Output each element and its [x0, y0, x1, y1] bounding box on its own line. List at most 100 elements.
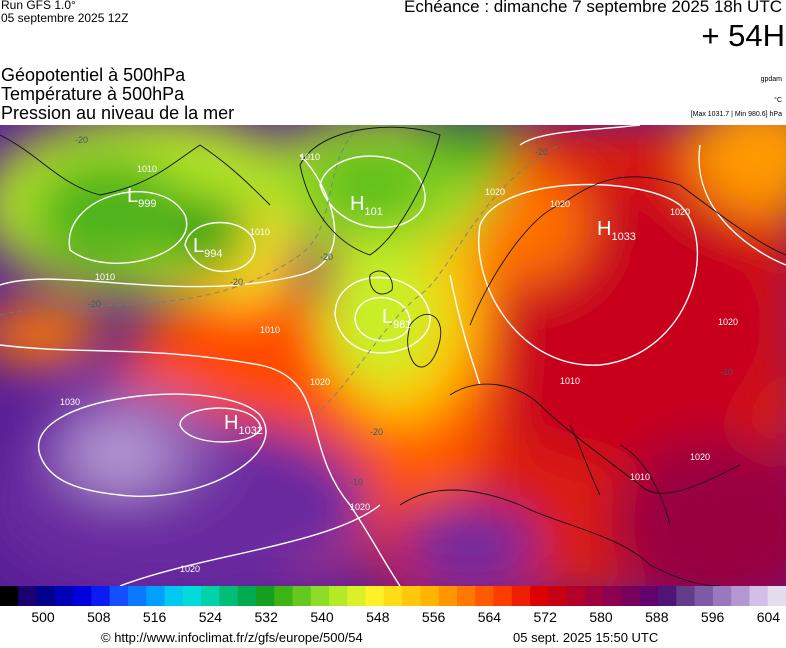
scale-tick-label: 508 [87, 609, 111, 625]
scale-tick-label: 588 [645, 609, 669, 625]
scale-swatch [292, 586, 312, 606]
isobar-line [449, 274, 481, 386]
isobar-line [0, 344, 401, 586]
geopotential-field [0, 125, 786, 586]
isobar-label: 1010 [260, 325, 280, 335]
scale-swatch [91, 586, 111, 606]
isotherm-label: -10 [350, 477, 363, 487]
scale-swatch [767, 586, 786, 606]
isobar-ring [37, 393, 267, 497]
scale-swatch [621, 586, 641, 606]
pressure-center-low: L981 [382, 306, 411, 331]
scale-swatch [603, 586, 622, 606]
scale-swatch [438, 586, 458, 606]
isobar-label: 1010 [250, 227, 270, 237]
isobar-ring [319, 155, 426, 229]
legend-temperature: Température à 500hPa [1, 84, 185, 104]
isotherm-label: -20 [320, 252, 333, 262]
scale-swatch [127, 586, 147, 606]
scale-tick-label: 532 [254, 609, 278, 625]
isobar-ring [68, 191, 188, 264]
pressure-center-high: H1032 [224, 412, 263, 437]
isotherm-label: -10 [720, 367, 733, 377]
footer-url[interactable]: © http://www.infoclimat.fr/z/gfs/europe/… [101, 630, 363, 645]
isobar-label: 1010 [95, 272, 115, 282]
scale-swatch [402, 586, 421, 606]
scale-swatch [420, 586, 440, 606]
scale-swatch [475, 586, 495, 606]
isobar-label: 1010 [300, 152, 320, 162]
isobar-ring [478, 183, 699, 366]
scale-swatch [255, 586, 275, 606]
isobar-line [519, 125, 641, 146]
legend-pressure: Pression au niveau de la mer [1, 103, 235, 123]
pressure-center-high: H1033 [597, 218, 636, 243]
isobar-label: 1020 [180, 564, 200, 574]
run-date: 05 septembre 2025 12Z [1, 11, 129, 25]
scale-tick-label: 500 [31, 609, 55, 625]
scale-swatch [274, 586, 293, 606]
scale-swatch [749, 586, 769, 606]
scale-swatch [237, 586, 257, 606]
run-label: Run GFS 1.0° [1, 0, 76, 12]
scale-swatch [456, 586, 476, 606]
isobar-label: 1020 [550, 199, 570, 209]
scale-tick-label: 596 [700, 609, 725, 625]
isobar-ring [184, 221, 256, 272]
pressure-maxmin: [Max 1031.7 | Min 980.6] hPa [690, 111, 782, 118]
scale-swatch [0, 586, 19, 606]
color-scale [0, 586, 786, 606]
isotherm-label: -20 [88, 299, 101, 309]
isobar-label: 1030 [60, 397, 80, 407]
isobar-label: 1020 [485, 187, 505, 197]
isobar-label: 1010 [137, 164, 157, 174]
isotherm-label: -20 [370, 427, 383, 437]
scale-swatch [182, 586, 202, 606]
scale-swatch [694, 586, 714, 606]
isobar-line [0, 154, 336, 288]
scale-swatch [36, 586, 56, 606]
isobar-label: 1020 [350, 502, 370, 512]
pressure-center-high: H101 [350, 193, 383, 218]
unit-celsius: °C [774, 97, 782, 104]
isobar-label: 1020 [310, 377, 330, 387]
scale-swatch [73, 586, 92, 606]
isobar-ring [354, 296, 411, 342]
pressure-center-low: L999 [127, 185, 156, 210]
isobar-line [698, 144, 786, 266]
scale-swatch [18, 586, 38, 606]
scale-swatch [219, 586, 239, 606]
scale-swatch [639, 586, 659, 606]
scale-swatch [383, 586, 403, 606]
scale-tick-label: 580 [589, 609, 613, 625]
scale-swatch [493, 586, 513, 606]
scale-tick-label: 524 [198, 609, 223, 625]
scale-swatch [731, 586, 750, 606]
isobar-label: 1020 [690, 452, 710, 462]
scale-swatch [329, 586, 348, 606]
scale-tick-label: 540 [310, 609, 334, 625]
scale-tick-label: 516 [142, 609, 167, 625]
scale-swatch [54, 586, 74, 606]
isobar-ring [179, 407, 261, 443]
echeance-label: Echéance : dimanche 7 septembre 2025 18h… [403, 0, 782, 16]
scale-swatch [347, 586, 367, 606]
scale-swatch [676, 586, 696, 606]
isotherm-label: -20 [230, 277, 243, 287]
scale-tick-label: 548 [366, 609, 390, 625]
scale-swatch [146, 586, 166, 606]
weather-map: L999 L994 H101 L981 H1033 H1032 1010 1010 1010 1… [0, 125, 786, 586]
scale-tick-label: 556 [421, 609, 446, 625]
lead-time: + 54H [701, 18, 785, 53]
scale-swatch [310, 586, 330, 606]
scale-swatch [109, 586, 129, 606]
scale-tick-label: 572 [533, 609, 557, 625]
isobar-label: 1010 [630, 472, 650, 482]
scale-swatch [658, 586, 677, 606]
pressure-center-low: L994 [193, 235, 222, 260]
scale-swatch [548, 586, 568, 606]
footer-timestamp: 05 sept. 2025 15:50 UTC [513, 630, 659, 645]
scale-tick-label: 564 [477, 609, 502, 625]
scale-swatch [584, 586, 604, 606]
scale-swatch [365, 586, 385, 606]
